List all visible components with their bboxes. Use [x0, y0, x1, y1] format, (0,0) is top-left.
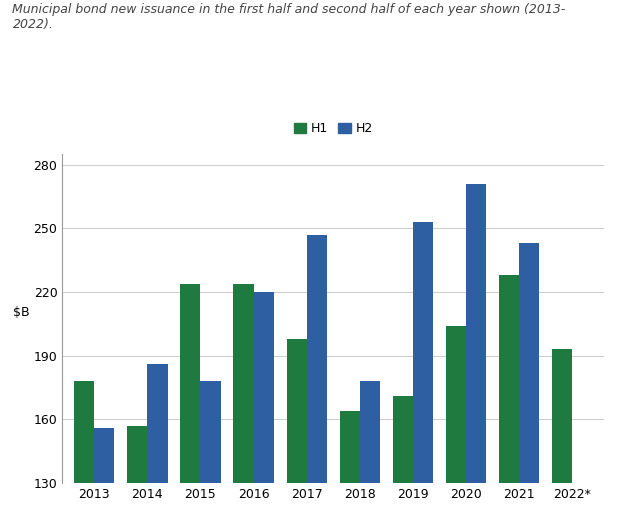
Bar: [74, 381, 94, 531]
Bar: [234, 284, 254, 531]
Bar: [254, 292, 273, 531]
Bar: [466, 184, 487, 531]
Bar: [94, 428, 115, 531]
Bar: [201, 381, 221, 531]
Bar: [307, 235, 327, 531]
Y-axis label: $B: $B: [13, 306, 30, 319]
Bar: [446, 326, 466, 531]
Bar: [340, 411, 360, 531]
Bar: [180, 284, 201, 531]
Bar: [552, 349, 573, 531]
Bar: [287, 339, 307, 531]
Bar: [147, 364, 168, 531]
Bar: [413, 222, 433, 531]
Bar: [360, 381, 380, 531]
Bar: [127, 426, 147, 531]
Bar: [499, 275, 520, 531]
Text: Municipal bond new issuance in the first half and second half of each year shown: Municipal bond new issuance in the first…: [12, 3, 566, 31]
Bar: [393, 396, 413, 531]
Legend: H1, H2: H1, H2: [288, 117, 378, 140]
Bar: [520, 243, 540, 531]
